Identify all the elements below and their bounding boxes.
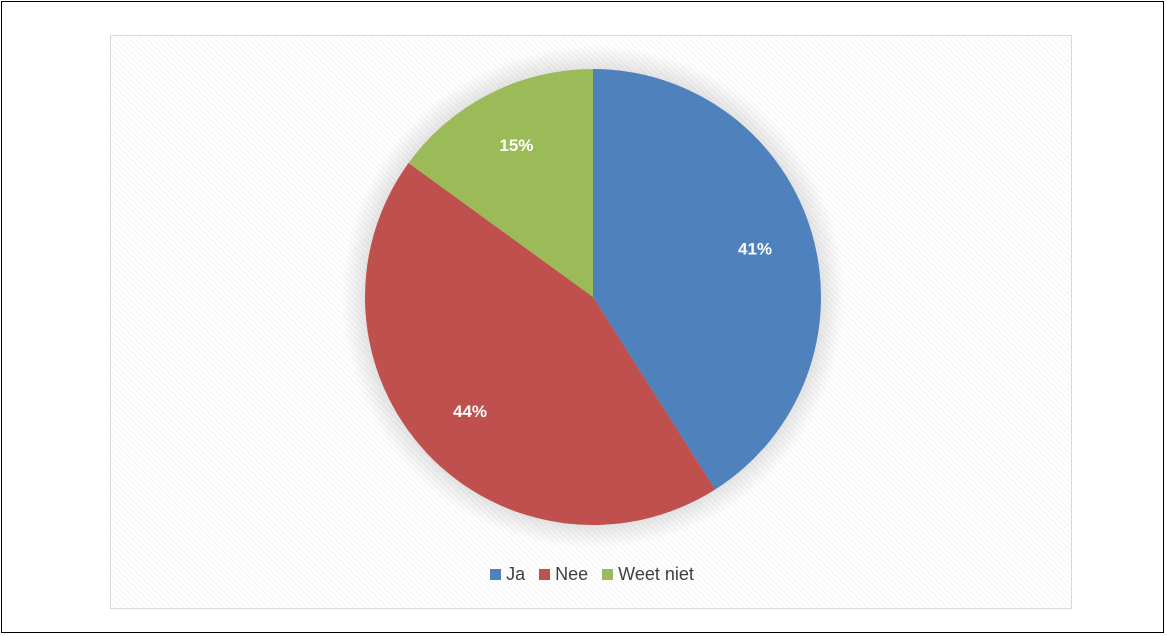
legend-item-nee: Nee bbox=[539, 564, 588, 585]
legend-swatch-weet-niet bbox=[602, 568, 614, 580]
legend-label-weet-niet: Weet niet bbox=[618, 563, 694, 584]
chart-area: 41% 44% 15% Ja Nee Weet niet bbox=[110, 35, 1072, 609]
pie-slice-labels: 41% 44% 15% bbox=[453, 136, 772, 421]
legend: Ja Nee Weet niet bbox=[111, 562, 1073, 586]
legend-item-weet-niet: Weet niet bbox=[602, 564, 694, 585]
legend-swatch-nee bbox=[539, 568, 551, 580]
pie-slices bbox=[365, 69, 822, 525]
data-label-nee: 44% bbox=[453, 402, 487, 421]
legend-item-ja: Ja bbox=[490, 564, 525, 585]
legend-label-ja: Ja bbox=[506, 563, 526, 584]
data-label-ja: 41% bbox=[738, 239, 772, 258]
pie-chart: 41% 44% 15% bbox=[341, 45, 845, 549]
legend-swatch-ja bbox=[490, 568, 502, 580]
pie-slice-weet-niet bbox=[408, 69, 593, 297]
legend-label-nee: Nee bbox=[555, 563, 589, 584]
pie-slice-ja bbox=[593, 69, 822, 490]
pie-slice-nee bbox=[365, 162, 716, 525]
data-label-weet-niet: 15% bbox=[499, 136, 533, 155]
